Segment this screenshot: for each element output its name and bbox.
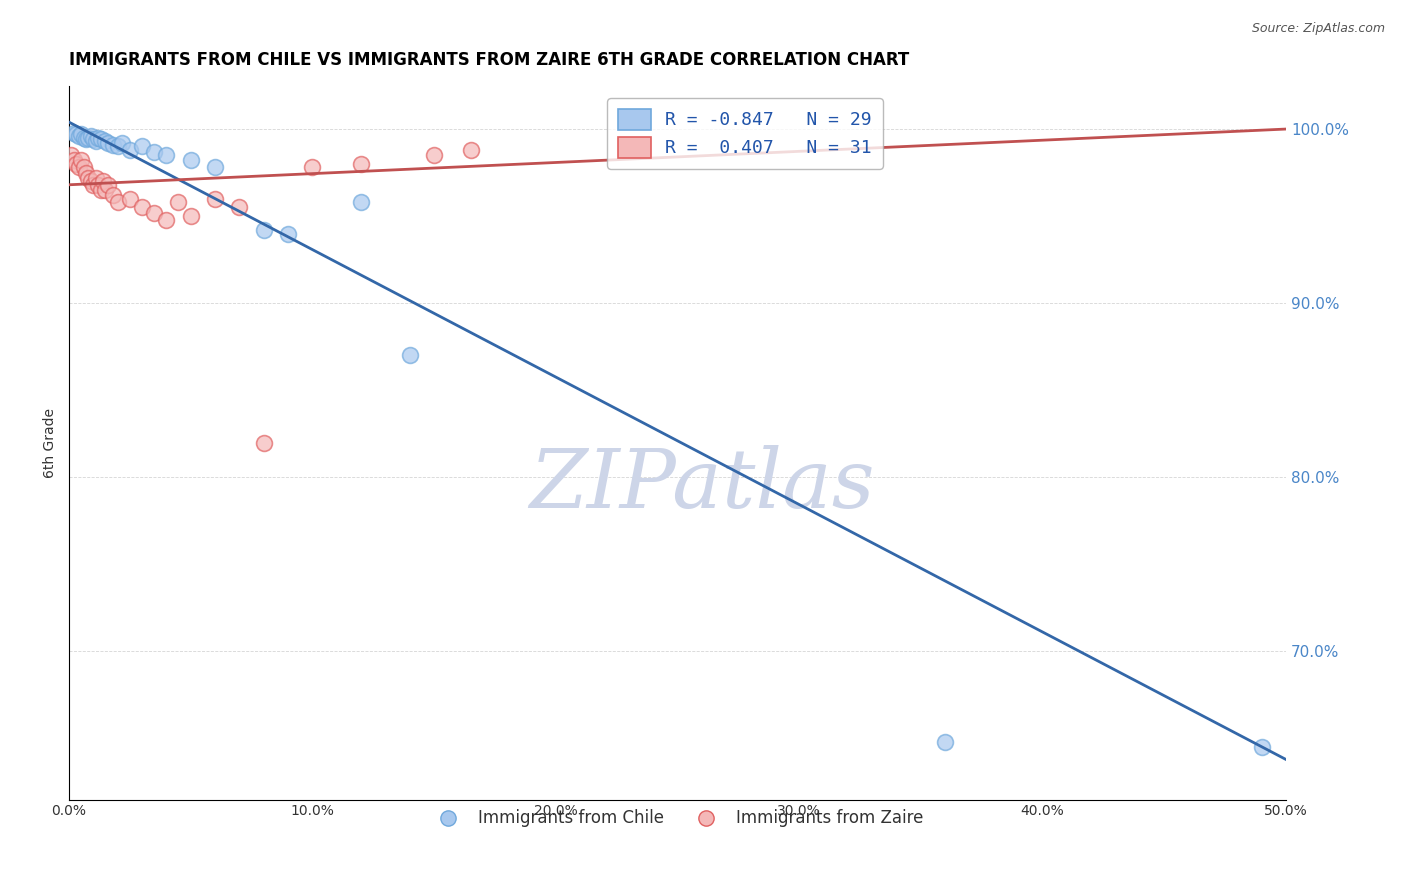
Point (60, 148, 83, 162)
Point (934, 735, 956, 749)
Text: ZIPatlas: ZIPatlas (529, 445, 875, 525)
Point (143, 145, 166, 159)
Point (101, 137, 124, 152)
Point (91, 174, 114, 188)
Point (97, 136, 120, 150)
Point (101, 188, 124, 202)
Point (62, 153, 84, 168)
Point (90, 183, 112, 197)
Point (70, 128, 93, 142)
Point (80, 128, 103, 143)
Point (70, 153, 93, 168)
Point (118, 192, 141, 206)
Legend: Immigrants from Chile, Immigrants from Zaire: Immigrants from Chile, Immigrants from Z… (425, 803, 929, 834)
Point (62, 126, 84, 140)
Point (107, 195, 129, 210)
Point (228, 201, 250, 215)
Point (167, 195, 190, 210)
Point (155, 148, 177, 162)
Point (77, 170, 100, 185)
Point (82, 132, 104, 146)
Point (87, 178, 110, 192)
Point (111, 136, 134, 150)
Point (65, 128, 87, 142)
Point (180, 209, 202, 223)
Point (67, 128, 90, 143)
Point (204, 192, 226, 206)
Point (131, 139, 153, 153)
Point (253, 435, 276, 450)
Point (155, 212, 177, 227)
Point (301, 161, 323, 175)
Point (77, 130, 100, 145)
Text: IMMIGRANTS FROM CHILE VS IMMIGRANTS FROM ZAIRE 6TH GRADE CORRELATION CHART: IMMIGRANTS FROM CHILE VS IMMIGRANTS FROM… (69, 51, 910, 69)
Point (72, 130, 94, 145)
Point (107, 139, 129, 153)
Y-axis label: 6th Grade: 6th Grade (44, 408, 58, 477)
Point (423, 148, 446, 162)
Point (398, 348, 420, 362)
Point (253, 223, 276, 237)
Point (277, 227, 299, 241)
Point (97, 178, 120, 192)
Point (82, 178, 104, 192)
Point (65, 157, 87, 171)
Point (80, 174, 103, 188)
Point (460, 143, 482, 157)
Point (1250, 740, 1272, 755)
Point (94, 183, 117, 197)
Point (75, 165, 97, 179)
Point (118, 143, 141, 157)
Point (75, 132, 97, 146)
Point (67, 161, 90, 175)
Point (143, 205, 166, 219)
Text: Source: ZipAtlas.com: Source: ZipAtlas.com (1251, 22, 1385, 36)
Point (180, 153, 202, 168)
Point (90, 132, 112, 146)
Point (84, 170, 107, 185)
Point (72, 161, 94, 175)
Point (94, 134, 117, 148)
Point (204, 161, 226, 175)
Point (131, 201, 153, 215)
Point (350, 157, 373, 171)
Point (87, 130, 110, 145)
Point (350, 195, 373, 210)
Point (84, 134, 107, 148)
